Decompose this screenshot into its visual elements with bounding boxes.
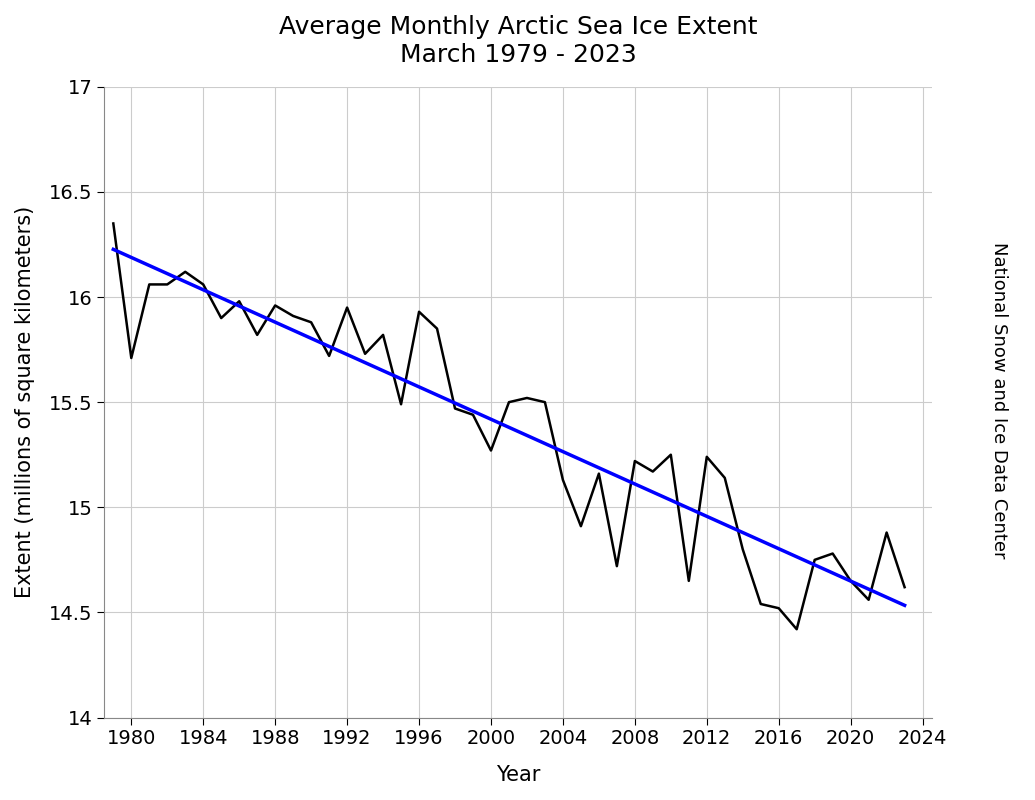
Y-axis label: Extent (millions of square kilometers): Extent (millions of square kilometers) <box>14 206 35 598</box>
X-axis label: Year: Year <box>496 765 540 785</box>
Title: Average Monthly Arctic Sea Ice Extent
March 1979 - 2023: Average Monthly Arctic Sea Ice Extent Ma… <box>278 15 758 67</box>
Text: National Snow and Ice Data Center: National Snow and Ice Data Center <box>989 242 1008 558</box>
